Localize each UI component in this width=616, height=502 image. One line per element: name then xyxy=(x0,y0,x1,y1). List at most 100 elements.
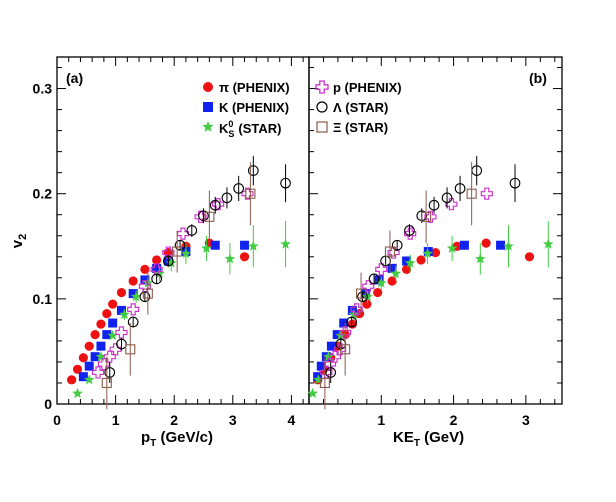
data-point-K xyxy=(326,341,336,351)
legend-marker-lambda xyxy=(316,101,328,113)
data-point-pi xyxy=(430,247,441,258)
data-point-p xyxy=(91,366,105,379)
x-tick-label: 3 xyxy=(229,412,237,428)
data-point-Xi xyxy=(355,288,367,299)
data-point-K0s xyxy=(165,257,177,268)
data-point-K0s xyxy=(83,374,95,385)
legend-label-k: K (PHENIX) xyxy=(219,100,289,115)
data-point-pi xyxy=(102,308,112,319)
data-point-p xyxy=(127,303,140,316)
legend-marker-pi xyxy=(203,82,213,92)
data-point-K0s xyxy=(119,309,130,320)
data-point-K xyxy=(108,318,118,328)
data-point-p xyxy=(115,326,128,339)
data-point-Xi xyxy=(319,377,330,389)
data-point-pi xyxy=(239,252,250,262)
x-tick-label: 4 xyxy=(288,412,296,428)
data-point-pi xyxy=(481,238,491,248)
data-point-p xyxy=(328,350,342,363)
data-point-K xyxy=(402,256,412,266)
data-point-K0s xyxy=(335,330,347,341)
data-point-Lambda xyxy=(454,183,466,194)
data-point-Xi xyxy=(204,211,215,222)
data-point-K0s xyxy=(130,291,142,302)
data-point-Lambda xyxy=(198,210,209,222)
data-point-Xi xyxy=(384,246,396,257)
data-point-K xyxy=(496,240,506,250)
data-point-K xyxy=(102,330,112,340)
data-point-Lambda xyxy=(428,199,440,211)
data-point-Lambda xyxy=(221,192,233,204)
data-point-K xyxy=(459,240,469,250)
data-point-Lambda xyxy=(346,316,357,328)
data-point-p xyxy=(350,303,363,316)
data-point-K0s xyxy=(307,387,318,399)
data-point-K0s xyxy=(474,253,486,264)
data-point-Xi xyxy=(421,211,432,222)
data-point-Lambda xyxy=(162,255,174,267)
data-point-pi xyxy=(373,287,383,298)
legend: π (PHENIX) K (PHENIX) K0 S (STAR) p (PHENI… xyxy=(202,80,402,139)
data-point-pi xyxy=(67,375,77,385)
y-tick-label: 0.3 xyxy=(33,81,53,97)
data-point-K xyxy=(210,240,220,250)
data-point-K xyxy=(140,275,150,285)
data-point-Xi xyxy=(466,188,477,199)
data-point-Xi xyxy=(142,288,153,299)
y-axis-label-sub: 2 xyxy=(17,234,29,240)
data-point-Lambda xyxy=(186,225,198,236)
data-point-K xyxy=(387,263,397,273)
legend-marker-xi xyxy=(316,121,328,133)
legend-marker-p xyxy=(315,80,329,94)
data-point-p xyxy=(375,263,388,276)
data-point-Lambda xyxy=(233,183,245,194)
data-point-pi xyxy=(152,255,162,265)
data-point-p xyxy=(339,326,352,339)
data-point-K xyxy=(128,289,138,299)
data-point-pi xyxy=(108,299,118,309)
data-point-pi xyxy=(96,319,106,329)
x-tick-label: 0 xyxy=(53,412,61,428)
y-tick-label: 0.1 xyxy=(33,291,53,307)
data-point-p xyxy=(424,210,437,223)
data-point-K xyxy=(347,305,357,315)
x-tick-label: 1 xyxy=(112,412,120,428)
data-point-K xyxy=(84,361,94,371)
data-point-Lambda xyxy=(151,273,162,285)
legend-label-pi: π (PHENIX) xyxy=(219,80,290,95)
data-point-K xyxy=(240,240,250,250)
data-point-pi xyxy=(416,255,426,265)
data-point-K0s xyxy=(348,309,360,320)
y-tick-label: 0 xyxy=(44,396,52,412)
data-point-K0s xyxy=(280,238,291,249)
legend-label-lambda: Λ (STAR) xyxy=(333,100,388,115)
legend-label-xi: Ξ (STAR) xyxy=(333,120,388,135)
data-point-Lambda xyxy=(441,192,453,204)
data-point-K0s xyxy=(107,330,118,341)
data-point-pi xyxy=(84,341,94,351)
data-points xyxy=(67,155,554,410)
data-point-pi xyxy=(362,299,372,309)
data-point-K xyxy=(90,352,100,362)
x-tick-label: 2 xyxy=(170,412,178,428)
data-point-Xi xyxy=(340,344,351,355)
data-point-Lambda xyxy=(139,291,151,303)
data-point-K0s xyxy=(248,240,259,251)
data-point-pi xyxy=(78,353,88,363)
data-point-pi xyxy=(387,276,397,286)
data-point-Lambda xyxy=(116,338,127,350)
data-point-Lambda xyxy=(209,199,221,211)
data-point-pi xyxy=(524,252,535,262)
data-point-K xyxy=(116,305,126,315)
data-point-pi xyxy=(401,264,412,275)
axis-ticks: 0 0.1 0.2 0.3 0 1 2 3 4 1 2 3 xyxy=(33,57,562,428)
y-axis-label: v2 xyxy=(9,234,29,248)
data-point-p xyxy=(212,198,225,211)
data-point-p xyxy=(138,280,152,293)
data-point-K0s xyxy=(323,351,334,362)
data-point-Lambda xyxy=(368,273,380,285)
data-point-Lambda xyxy=(325,367,337,378)
data-point-Lambda xyxy=(280,177,291,189)
legend-marker-k xyxy=(203,102,213,112)
